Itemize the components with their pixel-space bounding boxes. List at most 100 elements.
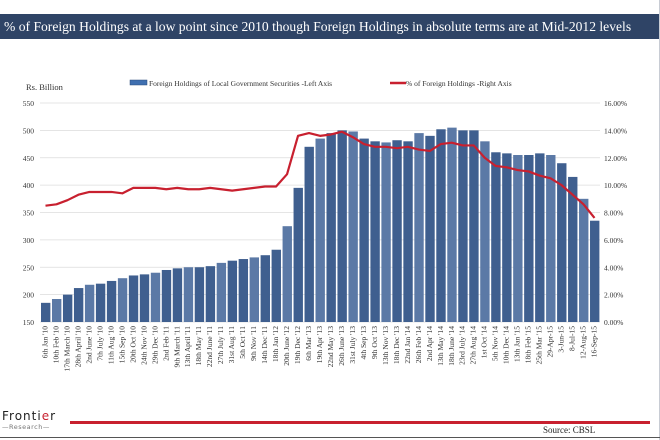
legend-swatch-bars bbox=[129, 79, 148, 86]
bar bbox=[546, 155, 556, 322]
x-tick-label: 5th Oct '11 bbox=[238, 326, 247, 359]
y-tick-label: 200 bbox=[23, 291, 35, 300]
x-tick-label: 8-Jul-15 bbox=[568, 326, 577, 351]
x-tick-label: 31st July '13 bbox=[348, 326, 357, 364]
bar bbox=[469, 130, 479, 322]
bar bbox=[568, 176, 578, 322]
bar bbox=[348, 131, 358, 322]
y-tick-label: 300 bbox=[23, 236, 35, 245]
x-tick-label: 27th Aug '14 bbox=[469, 326, 478, 365]
bar bbox=[238, 259, 249, 322]
x-tick-label: 12-Aug-15 bbox=[579, 326, 588, 359]
bar bbox=[535, 153, 545, 322]
y2-tick-label: 4.00% bbox=[604, 263, 623, 272]
y2-tick-label: 6.00% bbox=[604, 236, 623, 245]
x-tick-label: 26th Feb '14 bbox=[414, 326, 423, 363]
percent-line bbox=[45, 130, 596, 219]
y2-tick-label: 14.00% bbox=[604, 126, 627, 135]
bar bbox=[62, 294, 73, 322]
bar bbox=[414, 133, 424, 322]
y-axis-label: Rs. Billion bbox=[26, 82, 64, 92]
bar bbox=[194, 267, 205, 322]
x-tick-label: 22nd Jan '14 bbox=[403, 326, 412, 364]
bar bbox=[205, 266, 216, 322]
x-tick-label: 6th Mar '13 bbox=[304, 326, 313, 361]
bar bbox=[425, 135, 435, 322]
x-tick-label: 11th Aug '10 bbox=[106, 326, 115, 364]
bar bbox=[161, 269, 172, 322]
bar bbox=[590, 220, 600, 322]
bar bbox=[557, 163, 567, 322]
bar bbox=[128, 275, 139, 322]
bar bbox=[41, 302, 51, 322]
bar bbox=[117, 278, 128, 322]
x-tick-label: 22nd June '11 bbox=[205, 326, 214, 367]
x-tick-label: 13th Nov '13 bbox=[381, 326, 390, 365]
x-tick-label: 26th June '13 bbox=[337, 326, 346, 366]
bar bbox=[491, 152, 501, 322]
y2-tick-label: 8.00% bbox=[604, 209, 623, 218]
y2-tick-label: 16.00% bbox=[604, 99, 627, 108]
x-tick-label: 18th Feb '15 bbox=[524, 326, 533, 363]
x-tick-label: 13th April '11 bbox=[183, 326, 192, 367]
bar bbox=[282, 226, 292, 322]
legend-label-bars: Foreign Holdings of Local Government Sec… bbox=[149, 79, 332, 88]
bar bbox=[381, 142, 391, 322]
x-tick-label: 10th Feb '10 bbox=[51, 326, 60, 363]
bar bbox=[95, 283, 106, 322]
x-tick-label: 18th Jan '12 bbox=[271, 326, 280, 362]
x-tick-label: 4th Sep '13 bbox=[359, 326, 368, 360]
bar bbox=[51, 299, 62, 322]
x-tick-label: 16-Sep-15 bbox=[590, 326, 599, 357]
bar bbox=[172, 268, 183, 322]
x-tick-label: 9th March '11 bbox=[172, 326, 181, 368]
chart: Rs. Billion Foreign Holdings of Local Go… bbox=[23, 79, 627, 372]
bar bbox=[370, 141, 380, 322]
x-tick-label: 20th June '12 bbox=[282, 326, 291, 366]
x-tick-label: 14th Dec '11 bbox=[260, 326, 269, 364]
bar bbox=[480, 141, 490, 322]
bar bbox=[227, 260, 238, 322]
y2-tick-label: 10.00% bbox=[604, 181, 627, 190]
x-tick-label: 6th Jan '10 bbox=[40, 326, 49, 358]
x-tick-label: 2nd Apr '14 bbox=[425, 326, 434, 361]
bar bbox=[271, 249, 281, 322]
bar bbox=[139, 274, 150, 322]
footer-divider bbox=[70, 421, 650, 424]
x-tick-label: 18th May '11 bbox=[194, 326, 203, 366]
x-tick-label: 23rd July '14 bbox=[458, 326, 467, 365]
y-tick-label: 250 bbox=[23, 263, 35, 272]
bar bbox=[458, 130, 468, 322]
y-tick-label: 400 bbox=[23, 181, 35, 190]
chart-title-banner: % of Foreign Holdings at a low point sin… bbox=[0, 14, 660, 39]
bar bbox=[392, 140, 402, 322]
x-tick-label: 5th Nov '14 bbox=[491, 326, 500, 361]
bar bbox=[84, 284, 95, 322]
x-tick-label: 20th Oct '10 bbox=[128, 326, 137, 363]
x-tick-label: 31st Aug '11 bbox=[227, 326, 236, 364]
bar bbox=[304, 146, 314, 322]
x-tick-label: 29th Dec '10 bbox=[150, 326, 159, 364]
x-tick-label: 29-Apr-15 bbox=[546, 326, 555, 358]
x-tick-label: 25th Mar '15 bbox=[535, 326, 544, 365]
x-tick-label: 24th Nov '10 bbox=[139, 326, 148, 365]
y2-tick-label: 0.00% bbox=[604, 318, 623, 327]
bar bbox=[579, 198, 589, 322]
x-tick-label: 7th July '10 bbox=[95, 326, 104, 361]
x-tick-label: 19th Dec '12 bbox=[293, 326, 302, 364]
bar bbox=[337, 130, 347, 322]
y2-tick-label: 12.00% bbox=[604, 154, 627, 163]
y-tick-label: 500 bbox=[23, 126, 35, 135]
x-tick-label: 3-Jun-15 bbox=[557, 326, 566, 353]
x-tick-label: 15th Sep '10 bbox=[117, 326, 126, 363]
bar bbox=[403, 141, 413, 322]
bar bbox=[513, 155, 523, 322]
bar bbox=[260, 255, 270, 322]
bar bbox=[524, 155, 534, 322]
x-tick-label: 2nd June '10 bbox=[84, 326, 93, 364]
x-tick-label: 27th July '11 bbox=[216, 326, 225, 364]
bar bbox=[106, 280, 117, 322]
x-tick-label: 18th Dec '13 bbox=[392, 326, 401, 364]
bar bbox=[315, 138, 325, 322]
bar bbox=[447, 127, 457, 322]
